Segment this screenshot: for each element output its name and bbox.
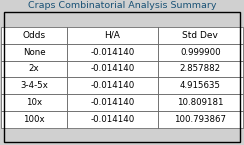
Title: Craps Combinatorial Analysis Summary: Craps Combinatorial Analysis Summary xyxy=(28,1,216,10)
